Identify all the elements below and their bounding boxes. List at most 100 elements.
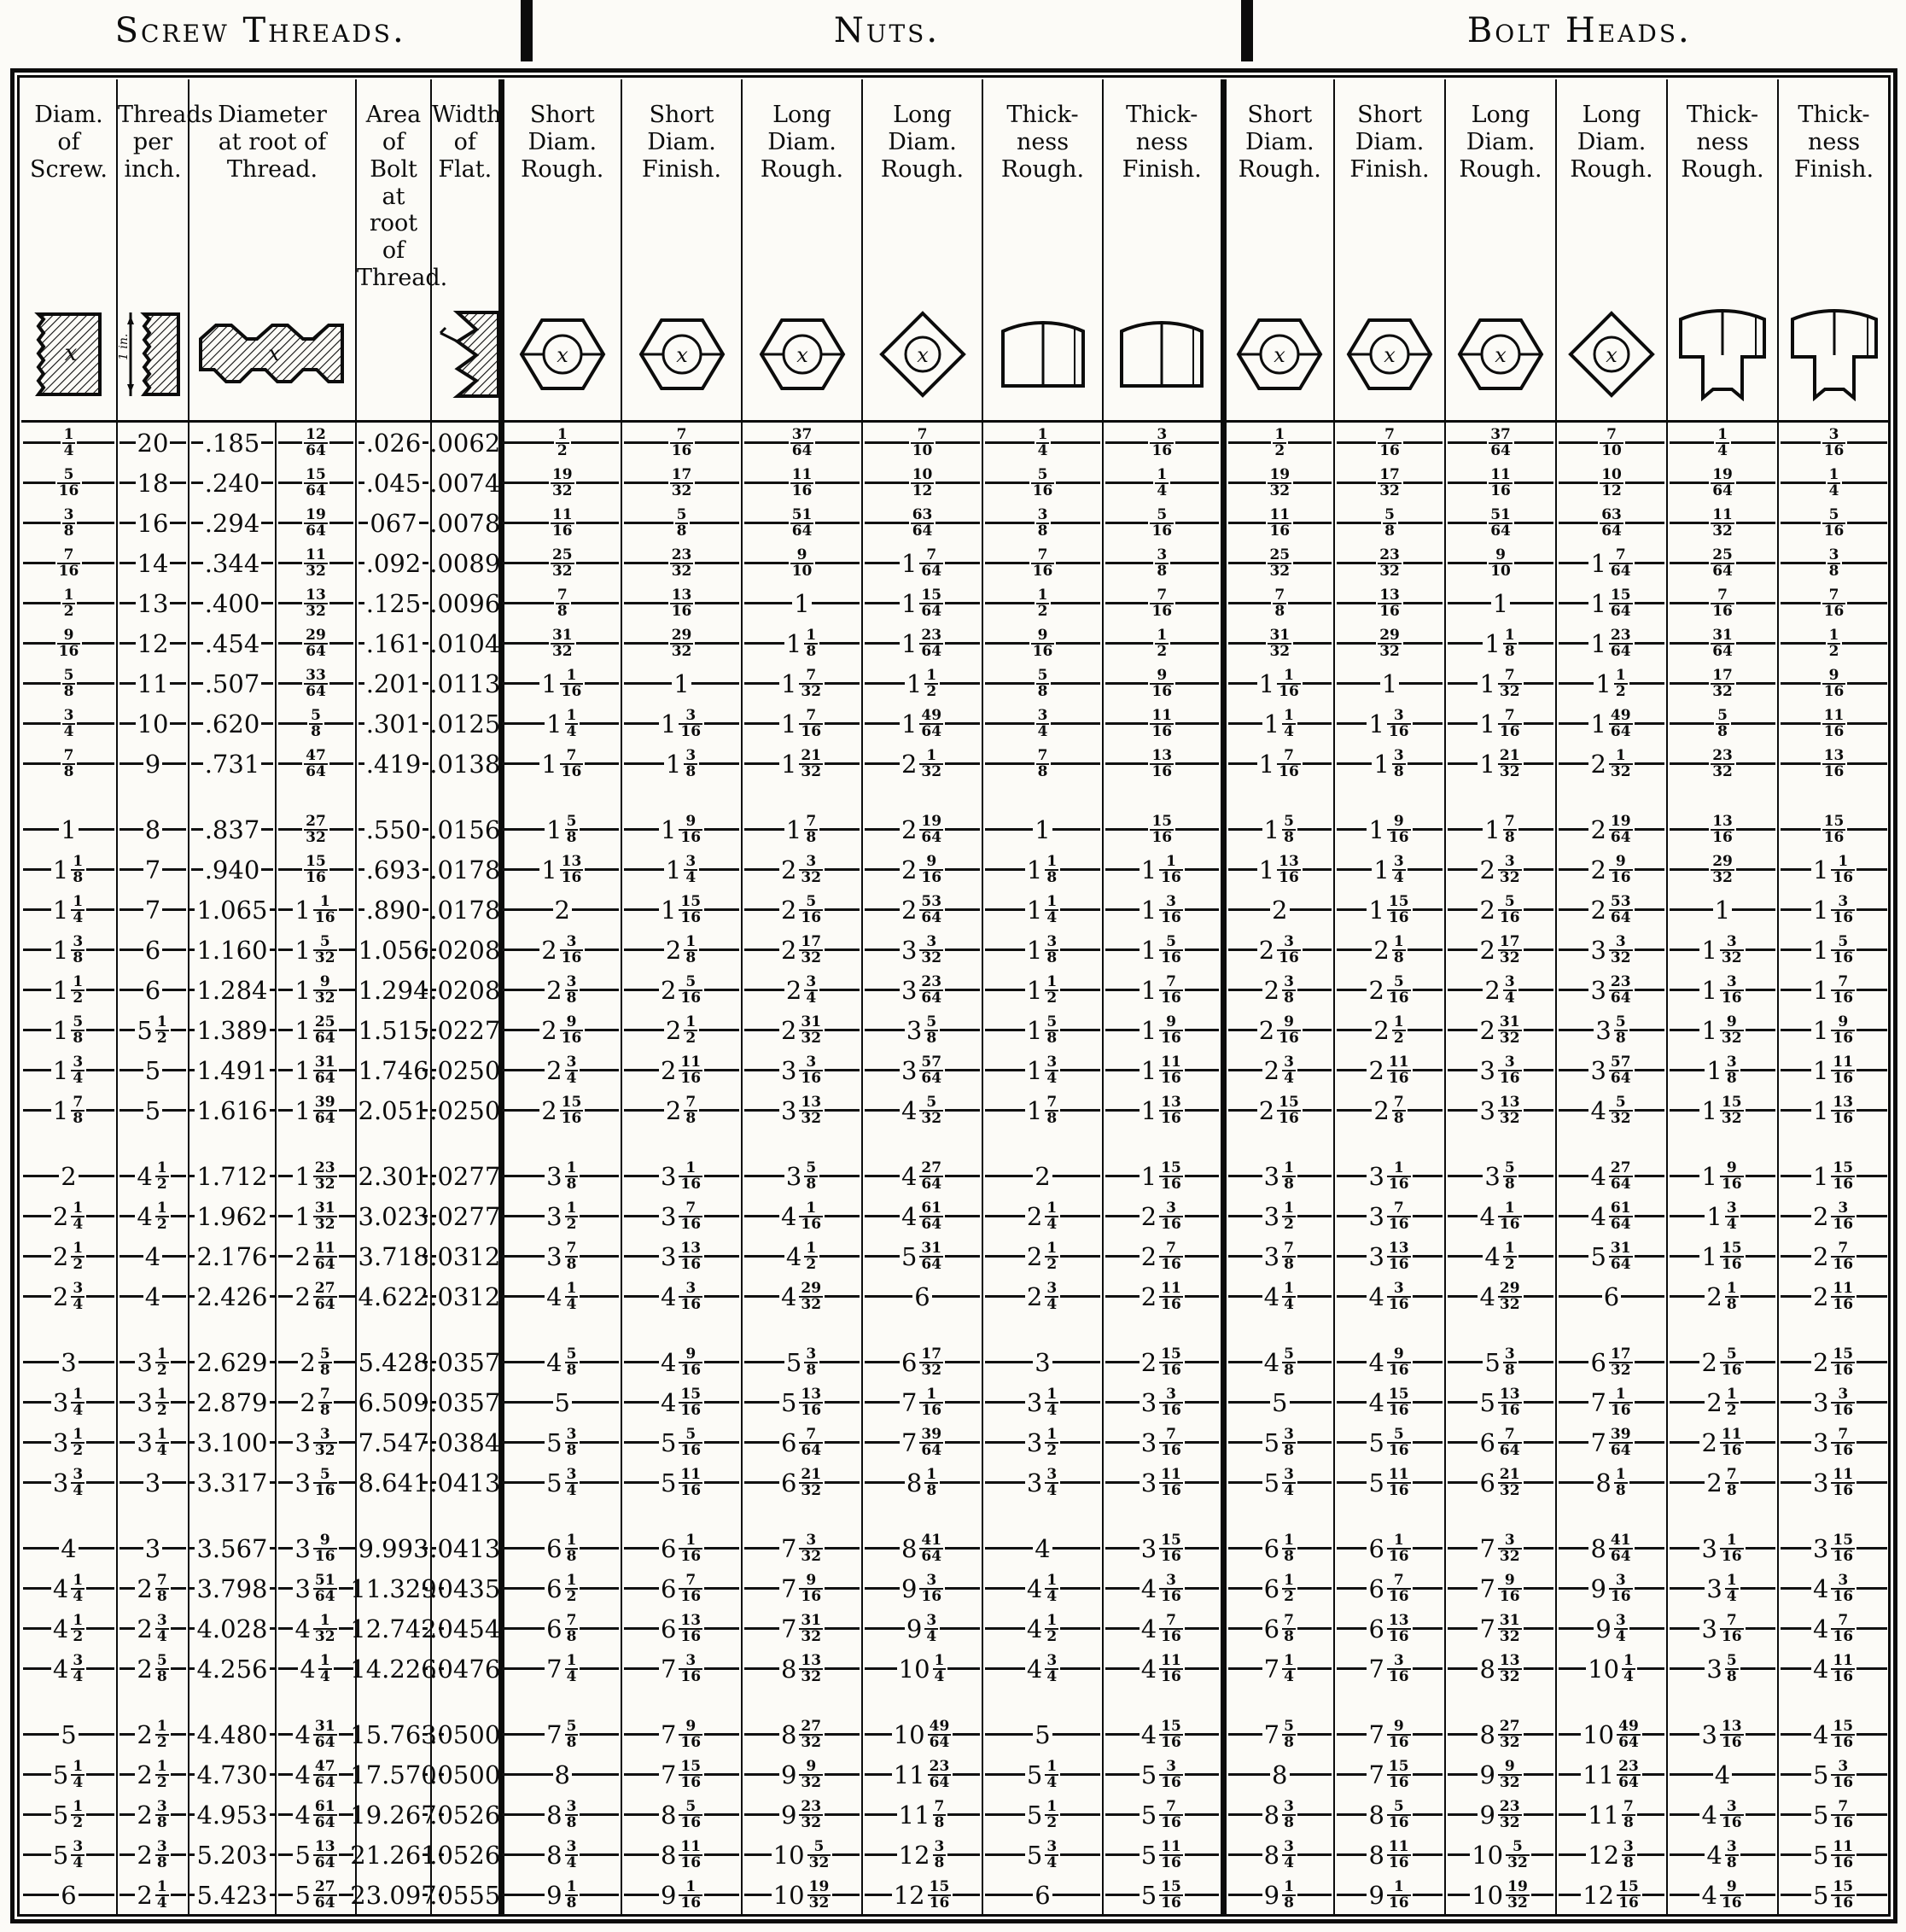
table-cell: 7 16: [1777, 583, 1890, 624]
table-cell: 5.423: [188, 1875, 276, 1916]
table-cell: 1 9 16: [1102, 1010, 1224, 1051]
table-cell: 2 11 16: [1102, 1276, 1224, 1317]
spacer-cell: [21, 1316, 117, 1342]
table-cell: 11 32: [1666, 503, 1779, 544]
table-cell: 1 15 16: [1666, 1236, 1779, 1277]
table-cell: 15 64: [274, 463, 357, 504]
hex-nut-icon: x: [1346, 318, 1433, 391]
table-cell: 1 15 32: [1666, 1090, 1779, 1131]
table-cell: 2.176: [188, 1236, 276, 1277]
spacer-cell: [274, 1689, 357, 1715]
table-cell: 11: [116, 663, 189, 704]
table-cell: .201: [355, 663, 432, 704]
column-header: Width of Flat.: [430, 79, 501, 293]
column-icon-cell: x: [187, 292, 357, 423]
spacer-cell: [1777, 1316, 1890, 1343]
table-cell: 2 5 16: [1666, 1342, 1779, 1383]
spacer-cell: [1555, 1503, 1668, 1529]
table-cell: .344: [188, 543, 276, 584]
table-cell: 6 1 16: [621, 1528, 743, 1569]
spacer-cell: [861, 1503, 983, 1529]
table-cell: 4 47 64: [274, 1754, 357, 1795]
column-icon-cell: x: [621, 292, 743, 423]
table-cell: .0089: [423, 543, 508, 584]
table-row: 1 1 4 7 1.065 1 1 16.890.0178 2 1 15 16 2 5 16 2 53 64 1 1 4…: [21, 890, 1890, 931]
table-cell: 5 31 64: [861, 1236, 983, 1277]
table-cell: 3 7 16: [1333, 1196, 1446, 1237]
table-cell: .240: [188, 463, 276, 504]
table-cell: 2: [21, 1156, 117, 1196]
table-cell: 4 3 16: [1666, 1795, 1779, 1836]
spacer-cell: [1444, 1316, 1557, 1343]
section-title-nuts: Nuts.: [833, 11, 941, 50]
table-cell: .0312: [423, 1276, 508, 1317]
table-cell: 37 64: [1444, 421, 1557, 464]
table-cell: 7 31 32: [741, 1608, 863, 1649]
spacer-cell: [21, 1689, 117, 1714]
table-cell: 4 5 32: [1555, 1090, 1668, 1131]
table-cell: .301: [355, 703, 432, 744]
svg-text:x: x: [917, 343, 929, 367]
table-cell: 1.962: [188, 1196, 276, 1237]
spacer-cell: [741, 1316, 863, 1343]
spacer-cell: [274, 1503, 357, 1529]
spacer-cell: [116, 1316, 189, 1343]
table-cell: 6 7 64: [741, 1422, 863, 1463]
spacer-cell: [861, 1689, 983, 1715]
spacer-cell: [1555, 1130, 1668, 1157]
table-cell: 7 9 16: [1444, 1568, 1557, 1609]
spacer-cell: [1333, 1316, 1446, 1343]
table-cell: 1 7 16: [1102, 970, 1224, 1011]
table-cell: 6 7 16: [1333, 1568, 1446, 1609]
table-row: 4 3 3.567 3 9 16 9.993.0413 6 1 8 6 1 16 7 3 32 8 41 64 4 3 1…: [21, 1528, 1890, 1569]
table-cell: 4 15 16: [1777, 1714, 1890, 1755]
spacer-cell: [621, 1130, 743, 1157]
table-cell: .0312: [423, 1236, 508, 1277]
table-cell: 4 31 64: [274, 1714, 357, 1755]
spacer-cell: [1555, 1316, 1668, 1343]
table-cell: 2 9 16: [861, 849, 983, 890]
table-cell: 4 3 16: [1102, 1568, 1224, 1609]
table-cell: .0156: [423, 809, 508, 850]
table-cell: 1.746: [351, 1050, 436, 1091]
spacer-cell: [188, 784, 276, 810]
table-cell: 7 10: [1555, 421, 1668, 464]
table-cell: 7 3 32: [1444, 1528, 1557, 1569]
column-header: Long Diam. Rough.: [1444, 79, 1557, 293]
table-cell: .0413: [423, 1528, 508, 1569]
table-cell: 2 11 64: [274, 1236, 357, 1277]
table-cell: 1.160: [188, 930, 276, 971]
table-cell: 1.056: [351, 930, 436, 971]
table-cell: 10 5 32: [1444, 1835, 1557, 1876]
table-cell: 5 13 64: [274, 1835, 357, 1876]
table-row: 5 2 1 2 4.480 4 31 64 15.763.0500 7 5 8 7 9 16 8 27 32 10 4…: [21, 1714, 1890, 1755]
